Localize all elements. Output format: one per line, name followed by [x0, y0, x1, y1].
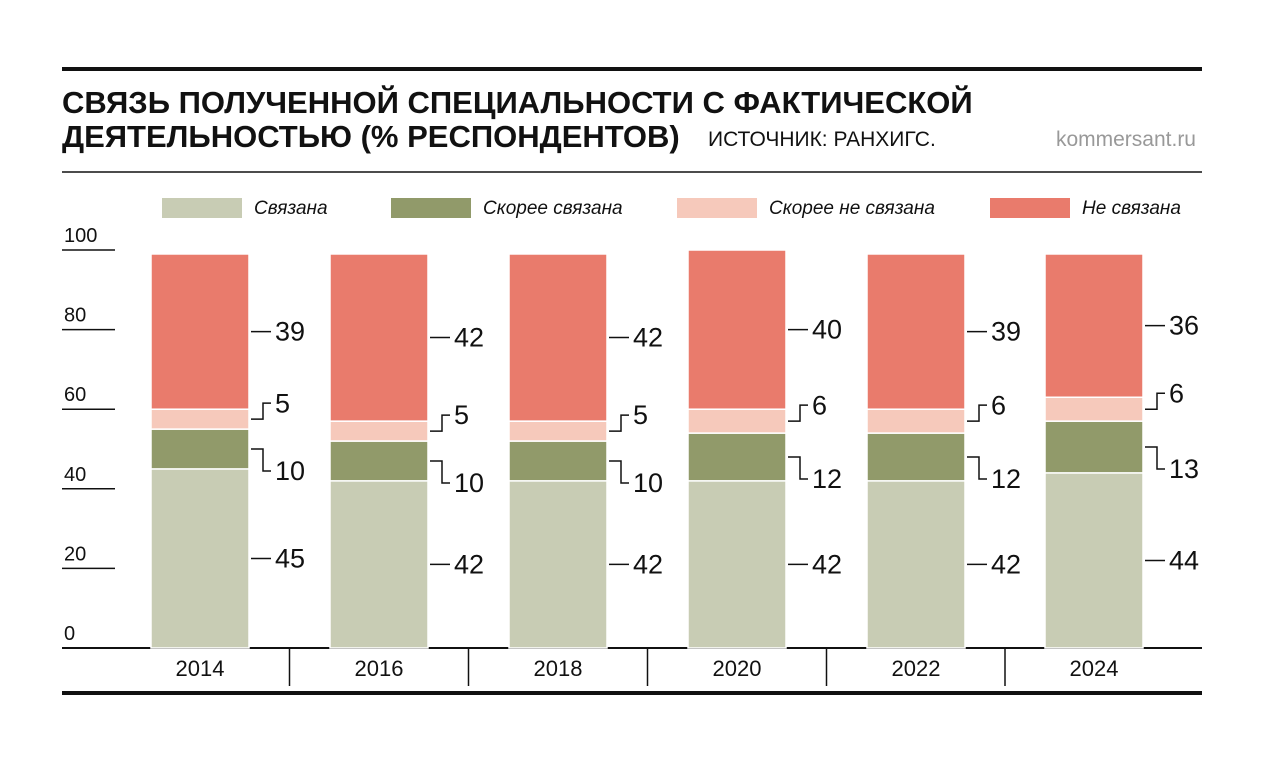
source: ИСТОЧНИК: РАНХИГС.	[708, 128, 936, 151]
value-label: 39	[275, 317, 305, 347]
leader-line	[251, 448, 271, 472]
value-label: 10	[633, 468, 663, 498]
x-tick-label: 2016	[355, 656, 404, 681]
value-label: 42	[633, 323, 663, 353]
leader-line	[788, 456, 808, 480]
x-tick-label: 2018	[534, 656, 583, 681]
site: kommersant.ru	[1056, 128, 1196, 151]
bar-segment	[329, 480, 429, 649]
x-tick-label: 2022	[892, 656, 941, 681]
legend-swatch	[990, 198, 1070, 218]
y-tick-label: 0	[64, 623, 75, 645]
y-tick-label: 80	[64, 305, 86, 327]
legend-swatch	[677, 198, 757, 218]
x-tick-label: 2014	[176, 656, 225, 681]
bar-segment	[150, 468, 250, 649]
value-label: 42	[812, 550, 842, 580]
value-label: 10	[454, 468, 484, 498]
y-tick-label: 40	[64, 464, 86, 486]
bar-segment	[866, 432, 966, 482]
value-label: 10	[275, 456, 305, 486]
value-label: 5	[454, 400, 469, 430]
value-label: 44	[1169, 546, 1199, 576]
leader-line	[1145, 446, 1165, 470]
bar-segment	[866, 480, 966, 649]
bar-segment	[1044, 253, 1144, 399]
x-tick-label: 2020	[713, 656, 762, 681]
leader-line	[430, 414, 450, 432]
value-label: 42	[991, 550, 1021, 580]
bar-segment	[687, 480, 787, 649]
chart-title: СВЯЗЬ ПОЛУЧЕННОЙ СПЕЦИАЛЬНОСТИ С ФАКТИЧЕ…	[62, 84, 973, 120]
x-tick-label: 2024	[1070, 656, 1119, 681]
leader-line	[967, 456, 987, 480]
chart-title: ДЕЯТЕЛЬНОСТЬЮ (% РЕСПОНДЕНТОВ)	[62, 119, 680, 154]
bar-segment	[150, 253, 250, 410]
value-label: 36	[1169, 311, 1199, 341]
value-label: 12	[991, 464, 1021, 494]
bar-segment	[1044, 472, 1144, 649]
legend-swatch	[162, 198, 242, 218]
bar-segment	[866, 408, 966, 434]
leader-line	[609, 460, 629, 484]
value-label: 6	[1169, 378, 1184, 408]
leader-line	[609, 414, 629, 432]
bar-segment	[329, 253, 429, 422]
bar-segment	[1044, 396, 1144, 422]
bar-segment	[508, 420, 608, 442]
legend-label: Связана	[254, 198, 328, 219]
bar-segment	[508, 440, 608, 482]
value-label: 5	[275, 388, 290, 418]
y-tick-label: 100	[64, 225, 97, 247]
bar-segment	[329, 420, 429, 442]
leader-line	[1145, 392, 1165, 410]
y-tick-label: 20	[64, 543, 86, 565]
value-label: 42	[454, 550, 484, 580]
value-label: 42	[633, 550, 663, 580]
bar-segment	[687, 432, 787, 482]
bar-segment	[329, 440, 429, 482]
value-label: 6	[812, 390, 827, 420]
bar-segment	[1044, 420, 1144, 474]
value-label: 45	[275, 544, 305, 574]
legend-label: Скорее связана	[483, 198, 623, 219]
legend-swatch	[391, 198, 471, 218]
y-tick-label: 60	[64, 384, 86, 406]
leader-line	[430, 460, 450, 484]
bar-segment	[508, 253, 608, 422]
bar-segment	[687, 408, 787, 434]
bar-segment	[866, 253, 966, 410]
value-label: 5	[633, 400, 648, 430]
bar-segment	[150, 408, 250, 430]
leader-line	[788, 404, 808, 422]
value-label: 42	[454, 323, 484, 353]
value-label: 12	[812, 464, 842, 494]
bar-segment	[150, 428, 250, 470]
legend-label: Не связана	[1082, 198, 1181, 219]
value-label: 40	[812, 315, 842, 345]
value-label: 13	[1169, 454, 1199, 484]
leader-line	[251, 402, 271, 420]
bar-segment	[687, 249, 787, 410]
legend-label: Скорее не связана	[769, 198, 935, 219]
value-label: 39	[991, 317, 1021, 347]
leader-line	[967, 404, 987, 422]
bar-segment	[508, 480, 608, 649]
value-label: 6	[991, 390, 1006, 420]
